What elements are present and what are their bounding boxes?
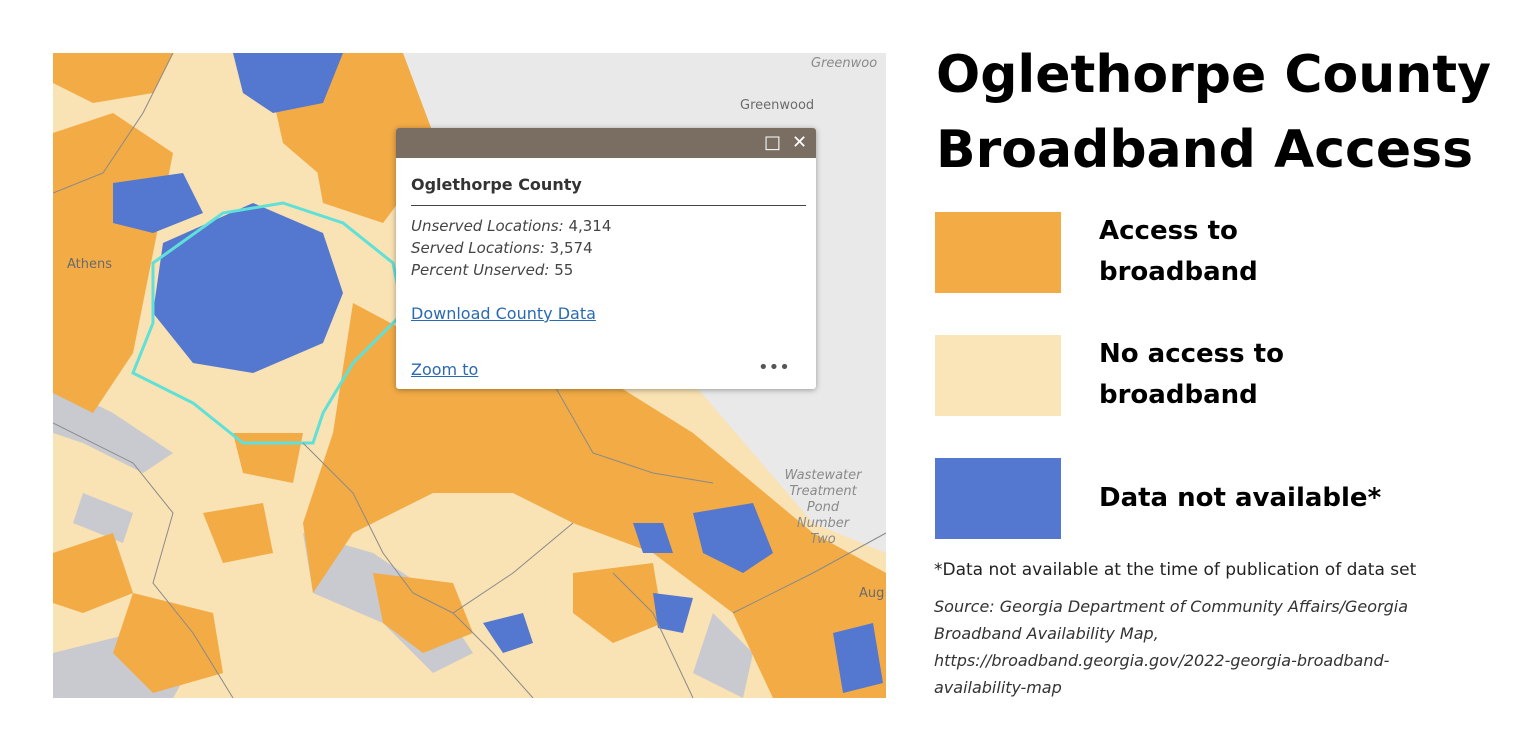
legend-label-line: broadband [1099, 257, 1258, 287]
legend-label-line: No access to [1099, 339, 1284, 369]
footnote: *Data not available at the time of publi… [934, 560, 1417, 580]
orange-areas [53, 53, 886, 698]
field-label: Unserved Locations: [411, 217, 564, 235]
more-button[interactable]: ••• [758, 357, 790, 378]
popup: □ ✕ Oglethorpe County Unserved Locations… [396, 128, 816, 389]
source-line: availability-map [934, 678, 1062, 697]
zoom-link[interactable]: Zoom to [411, 360, 479, 379]
county-outline [131, 201, 405, 445]
source-line: Source: Georgia Department of Community … [934, 597, 1409, 616]
download-link[interactable]: Download County Data [411, 304, 596, 323]
legend-label-line: broadband [1099, 380, 1258, 410]
popup-field: Unserved Locations: 4,314 [411, 217, 611, 235]
title: Oglethorpe County Broadband Access [936, 38, 1491, 188]
maximize-button[interactable]: □ [764, 132, 782, 153]
legend-swatch [935, 458, 1061, 539]
divider [411, 205, 806, 206]
field-value: 3,574 [549, 239, 593, 257]
blue-areas [113, 53, 883, 693]
map-label: Treatment [789, 484, 857, 499]
legend-label-line: Access to [1099, 216, 1238, 246]
map-label: Pond [807, 500, 840, 515]
popup-title: Oglethorpe County [411, 175, 582, 194]
map-label: Greenwood [740, 98, 814, 113]
close-button[interactable]: ✕ [792, 132, 808, 153]
legend-label: Data not available* [1099, 478, 1381, 519]
field-label: Served Locations: [411, 239, 545, 257]
map-label: Two [810, 532, 836, 547]
field-label: Percent Unserved: [411, 261, 550, 279]
popup-header: □ ✕ [396, 128, 816, 158]
field-value: 55 [554, 261, 574, 279]
title-line: Broadband Access [936, 120, 1474, 180]
legend-label: Access to broadband [1099, 211, 1258, 293]
map-label: Athens [67, 257, 112, 272]
map-label: Number [797, 516, 851, 531]
map-label: Aug [859, 586, 884, 601]
title-line: Oglethorpe County [936, 45, 1492, 105]
popup-field: Percent Unserved: 55 [411, 261, 573, 279]
map-label: Wastewater [784, 468, 863, 483]
source: Source: Georgia Department of Community … [934, 593, 1408, 701]
map-label: Greenwoo [811, 56, 877, 71]
source-line: Broadband Availability Map, [934, 624, 1159, 643]
source-line: https://broadband.georgia.gov/2022-georg… [934, 651, 1390, 670]
county-lines [53, 53, 886, 698]
legend-label: No access to broadband [1099, 334, 1284, 416]
popup-field: Served Locations: 3,574 [411, 239, 593, 257]
legend-label-line: Data not available* [1099, 482, 1382, 513]
field-value: 4,314 [568, 217, 612, 235]
legend-swatch [935, 335, 1061, 416]
legend-swatch [935, 212, 1061, 293]
